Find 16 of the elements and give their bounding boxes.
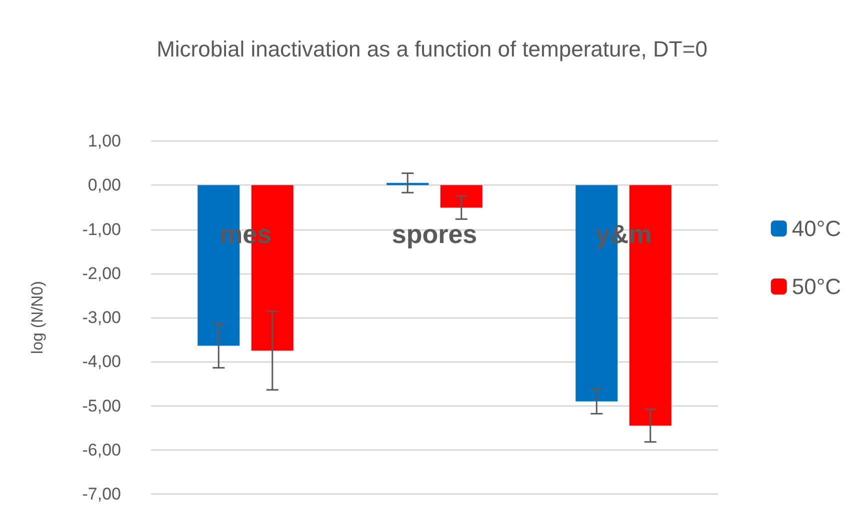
y-tick-label: -3,00	[82, 308, 121, 327]
x-tick-label: y&m	[595, 219, 652, 249]
y-tick-label: -4,00	[82, 352, 121, 372]
legend-label: 40°C	[792, 216, 842, 241]
y-tick-label: -5,00	[82, 396, 121, 416]
legend-label: 50°C	[792, 274, 842, 299]
chart-title: Microbial inactivation as a function of temperature, DT=0	[156, 36, 708, 62]
x-tick-label: spores	[392, 219, 478, 249]
y-tick-label: -6,00	[82, 440, 121, 460]
y-tick-label: -2,00	[82, 264, 121, 283]
x-tick-label: mes	[219, 219, 272, 249]
y-tick-label: -7,00	[82, 484, 121, 504]
y-tick-label: 0,00	[88, 176, 121, 195]
y-tick-label: -1,00	[82, 220, 121, 239]
y-tick-label: 1,00	[88, 132, 121, 150]
y-axis-title: log (N/N0)	[30, 281, 46, 354]
